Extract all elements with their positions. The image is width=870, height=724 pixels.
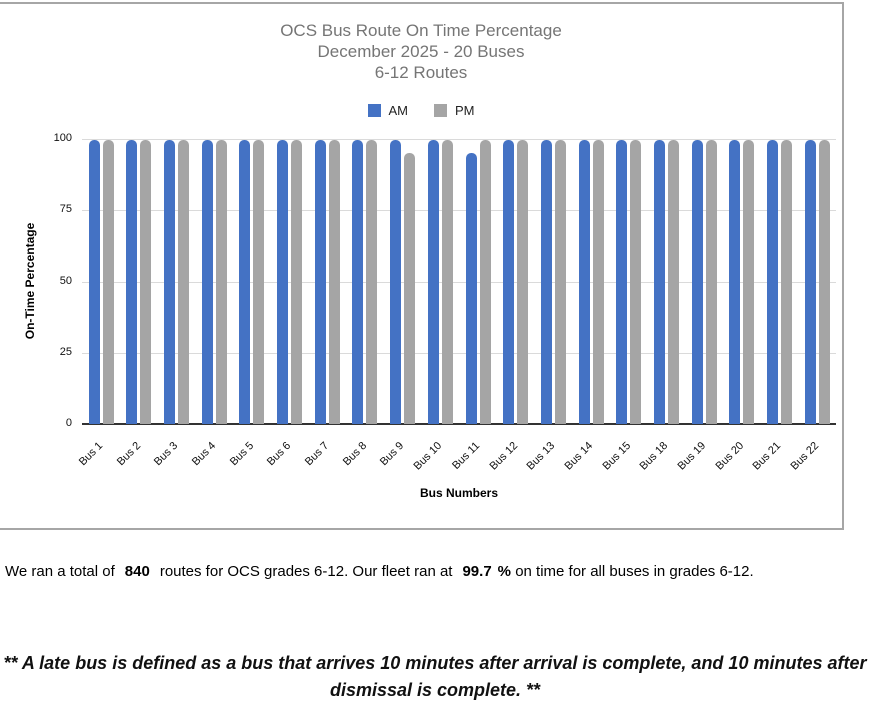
gridline-25 — [82, 352, 836, 354]
y-axis-title: On-Time Percentage — [23, 222, 37, 340]
bar-pm-bus-15 — [630, 140, 642, 424]
bar-am-bus-14 — [578, 140, 590, 424]
bar-am-bus-1 — [88, 140, 100, 424]
summary-total-routes: 840 — [124, 563, 150, 580]
pm-series-swatch-icon — [434, 104, 447, 117]
y-tick-label-75: 75 — [59, 203, 72, 216]
bar-pm-bus-22 — [818, 140, 830, 424]
y-tick-label-100: 100 — [53, 132, 72, 144]
bar-am-bus-2 — [126, 140, 138, 424]
chart-container: OCS Bus Route On Time Percentage Decembe… — [0, 2, 844, 530]
bar-pm-bus-12 — [517, 140, 529, 424]
gridline-75 — [82, 210, 836, 212]
chart-title-line-2: December 2025 - 20 Buses — [317, 42, 525, 61]
bar-am-bus-10 — [427, 140, 439, 424]
bar-pm-bus-19 — [705, 140, 717, 424]
bar-pm-bus-21 — [781, 140, 793, 424]
bar-pm-bus-10 — [441, 140, 453, 424]
x-axis-title: Bus Numbers — [419, 486, 499, 500]
bar-am-bus-4 — [201, 140, 213, 424]
bar-pm-bus-2 — [140, 140, 152, 424]
footnote: ** A late bus is defined as a bus that a… — [0, 650, 870, 704]
bar-am-bus-18 — [654, 140, 665, 424]
y-tick-label-25: 25 — [59, 345, 72, 358]
summary-part2: routes for OCS grades 6-12. Our fleet ra… — [159, 563, 453, 580]
footnote-line-2: dismissal is complete. ** — [329, 680, 541, 700]
summary-percent-sign: % — [497, 563, 512, 580]
bar-pm-bus-14 — [592, 140, 604, 424]
gridline-50 — [82, 281, 836, 283]
bar-am-bus-13 — [540, 140, 552, 424]
bar-am-bus-20 — [729, 140, 741, 424]
bar-am-bus-9 — [390, 140, 402, 424]
summary-part1: We ran a total of — [5, 563, 115, 580]
bar-pm-bus-7 — [328, 140, 340, 424]
am-series-swatch-icon — [367, 104, 381, 117]
bar-pm-bus-3 — [177, 140, 189, 424]
footnote-line-1: ** A late bus is defined as a bus that a… — [3, 653, 867, 673]
bar-am-bus-7 — [314, 140, 326, 424]
chart-title-line-1: OCS Bus Route On Time Percentage — [280, 21, 562, 40]
bar-pm-bus-6 — [291, 140, 302, 424]
summary-text: We ran a total of 840 routes for OCS grade… — [5, 563, 865, 580]
bar-pm-bus-9 — [404, 153, 416, 424]
bar-am-bus-6 — [277, 140, 288, 424]
chart-title: OCS Bus Route On Time Percentage Decembe… — [0, 20, 842, 83]
y-tick-label-50: 50 — [59, 274, 72, 287]
bar-am-bus-8 — [352, 140, 364, 424]
bar-pm-bus-1 — [102, 140, 114, 424]
bar-am-bus-5 — [239, 140, 251, 424]
bar-pm-bus-13 — [554, 140, 566, 424]
bar-am-bus-21 — [767, 140, 779, 424]
chart-title-line-3: 6-12 Routes — [374, 63, 468, 82]
bar-am-bus-11 — [465, 153, 477, 424]
plot-area — [82, 139, 836, 425]
legend-label-pm: PM — [455, 103, 475, 118]
summary-part3: on time for all buses in grades 6-12. — [515, 563, 754, 580]
bar-am-bus-15 — [616, 140, 628, 424]
bar-pm-bus-11 — [479, 140, 491, 424]
bar-pm-bus-8 — [366, 140, 378, 424]
legend-item-pm: PM — [434, 103, 475, 118]
bar-am-bus-3 — [163, 140, 175, 424]
bar-pm-bus-18 — [668, 140, 679, 424]
bar-am-bus-22 — [804, 140, 816, 424]
x-axis-line — [82, 423, 836, 425]
chart-legend: AM PM — [0, 103, 842, 118]
summary-on-time-percent: 99.7 — [462, 563, 492, 580]
gridline-100 — [82, 139, 836, 140]
bar-pm-bus-4 — [215, 140, 227, 424]
bar-am-bus-19 — [691, 140, 703, 424]
y-tick-label-0: 0 — [65, 417, 72, 429]
legend-item-am: AM — [367, 103, 409, 118]
bar-pm-bus-5 — [253, 140, 265, 424]
legend-label-am: AM — [388, 103, 409, 118]
bar-pm-bus-20 — [743, 140, 755, 424]
bar-am-bus-12 — [503, 140, 515, 424]
